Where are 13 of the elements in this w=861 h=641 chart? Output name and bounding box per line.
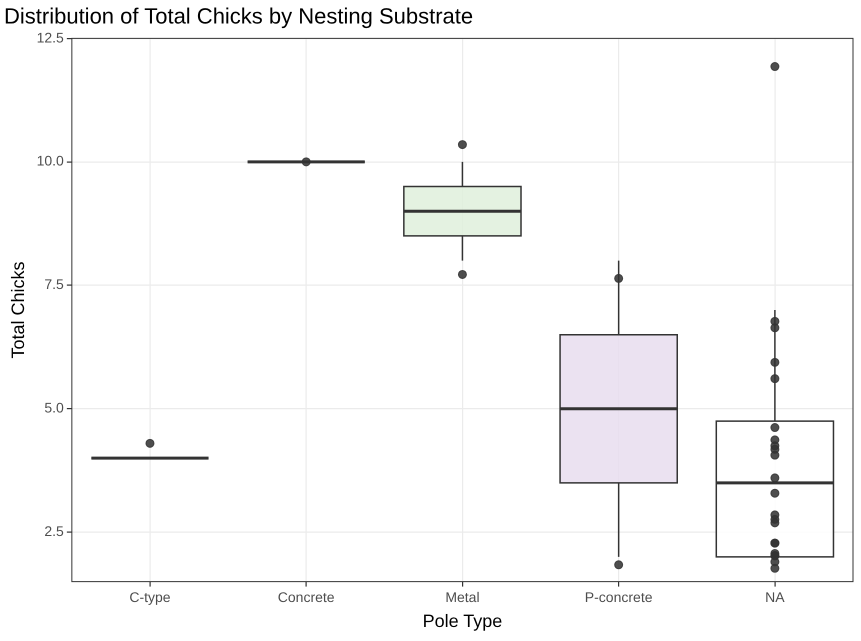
y-tick-label: 10.0 bbox=[36, 152, 64, 169]
y-tick-label: 12.5 bbox=[36, 29, 64, 46]
y-tick-label: 2.5 bbox=[44, 523, 64, 540]
y-tick-label: 5.0 bbox=[44, 400, 64, 416]
x-tick-label: NA bbox=[765, 588, 786, 605]
x-axis-title: Pole Type bbox=[422, 611, 502, 632]
chart-title: Distribution of Total Chicks by Nesting Substrate bbox=[4, 3, 474, 28]
x-tick-label: P-concrete bbox=[584, 588, 653, 605]
y-tick-label: 7.5 bbox=[44, 276, 64, 292]
x-tick-label: Metal bbox=[445, 588, 480, 605]
y-axis-title: Total Chicks bbox=[8, 261, 28, 359]
x-tick-label: Concrete bbox=[278, 588, 335, 605]
x-tick-label: C-type bbox=[129, 588, 171, 605]
